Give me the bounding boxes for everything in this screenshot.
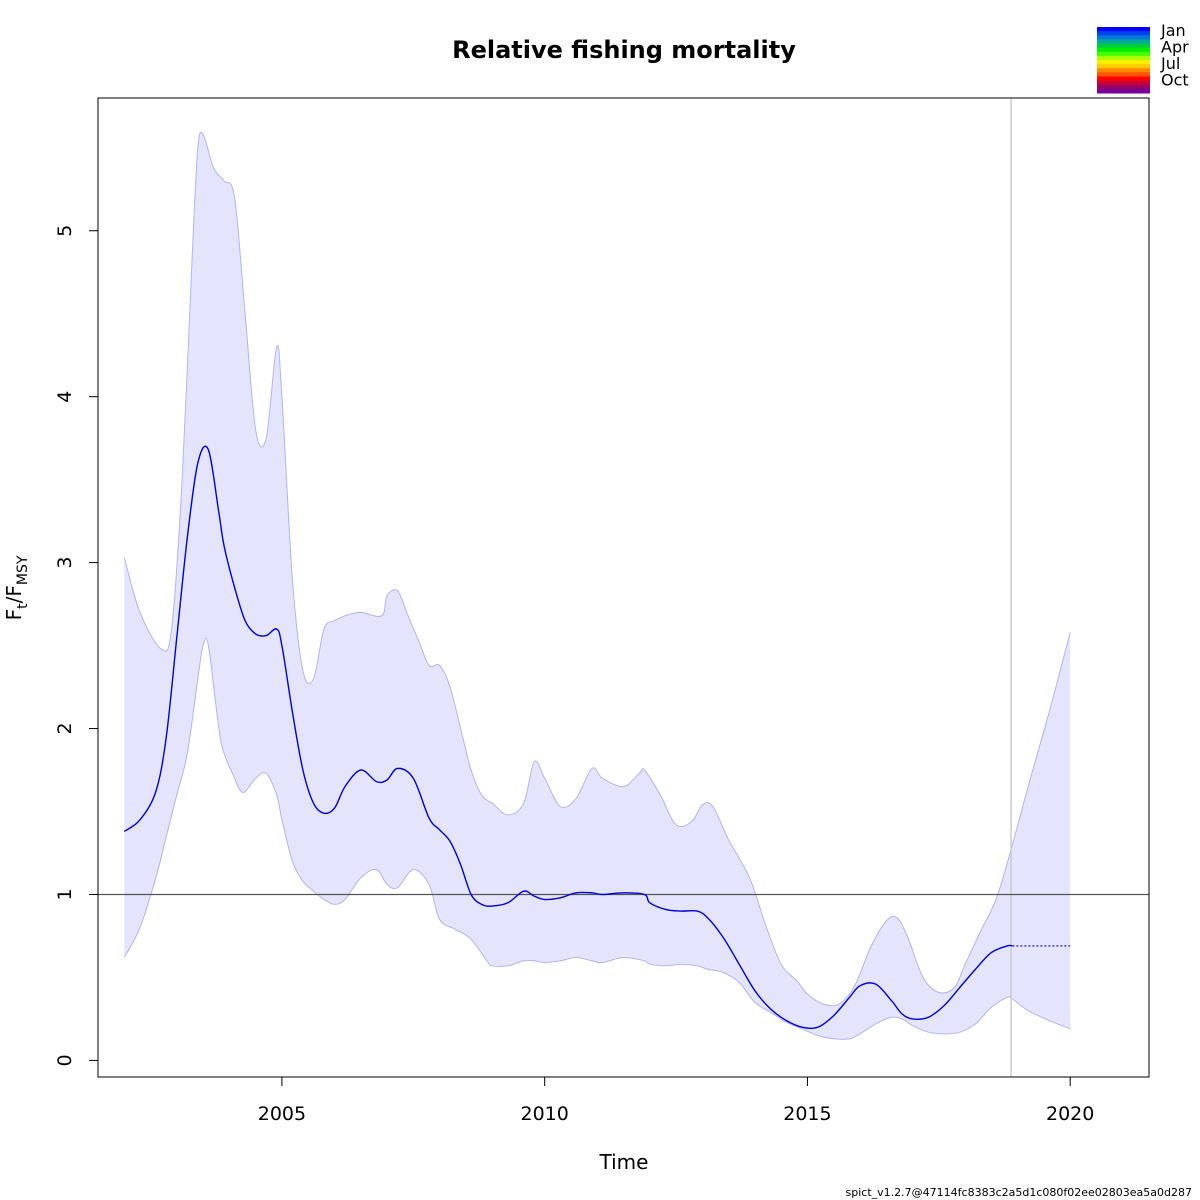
y-label-sub-msy: MSY — [15, 555, 31, 585]
plot-frame — [97, 97, 1150, 1078]
y-tick-label: 1 — [54, 888, 76, 900]
y-axis-label: Ft/FMSY — [2, 555, 31, 620]
chart-title: Relative fishing mortality — [452, 36, 796, 64]
plot-area — [98, 98, 1149, 1077]
y-axis: 0 1 2 3 4 5 — [54, 225, 98, 1066]
legend-color-swatch — [1097, 60, 1150, 65]
x-tick-label: 2020 — [1046, 1103, 1094, 1125]
legend-color-swatch — [1097, 27, 1150, 32]
legend-color-swatch — [1097, 64, 1150, 69]
ci-lower-line — [123, 637, 1071, 1040]
legend-color-swatch — [1097, 47, 1150, 53]
legend-color-swatch — [1097, 39, 1150, 45]
footer-version: spict_v1.2.7@47114fc8383c2a5d1c080f02ee0… — [846, 1186, 1192, 1199]
legend-month-label: Jul — [1160, 54, 1180, 73]
legend-color-swatch — [1097, 55, 1150, 61]
y-tick-label: 0 — [54, 1054, 76, 1066]
estimate-line — [123, 445, 1013, 1030]
legend-color-swatch — [1097, 72, 1150, 78]
legend-color-swatch — [1097, 68, 1150, 73]
legend-color-swatch — [1097, 76, 1150, 82]
y-label-slash: /F — [2, 585, 26, 603]
legend-month-label: Jan — [1160, 21, 1186, 40]
y-label-sub-t: t — [15, 603, 31, 609]
y-tick-label: 5 — [54, 225, 76, 237]
ci-upper-line — [123, 131, 1071, 1007]
x-axis: 2005 2010 2015 2020 — [258, 1077, 1094, 1125]
y-label-main: F — [2, 609, 26, 621]
legend-color-swatch — [1097, 80, 1150, 86]
legend-color-swatch — [1097, 51, 1150, 57]
legend-color-swatch — [1097, 84, 1150, 90]
legend-month-label: Apr — [1161, 38, 1189, 57]
x-tick-label: 2015 — [783, 1103, 831, 1125]
ci-band — [124, 132, 1071, 1040]
x-axis-label: Time — [599, 1150, 649, 1174]
legend-color-swatch — [1097, 31, 1150, 36]
x-tick-label: 2005 — [258, 1103, 306, 1125]
legend-month-label: Oct — [1161, 71, 1189, 90]
legend-color-swatch — [1097, 43, 1150, 49]
y-tick-label: 4 — [54, 391, 76, 403]
legend-color-swatch — [1097, 35, 1150, 40]
y-tick-label: 3 — [54, 557, 76, 569]
x-tick-label: 2010 — [520, 1103, 568, 1125]
legend-color-swatch — [1097, 88, 1150, 94]
y-tick-label: 2 — [54, 722, 76, 734]
